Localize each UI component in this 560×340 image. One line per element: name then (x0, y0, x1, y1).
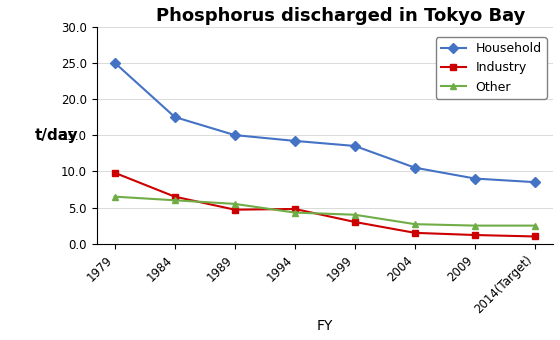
Industry (111, 171, 118, 175)
Other (291, 210, 298, 215)
Other (531, 224, 538, 228)
Y-axis label: t/day: t/day (35, 128, 78, 142)
Household (171, 115, 178, 119)
Household (412, 166, 418, 170)
Other (231, 202, 238, 206)
Industry (352, 220, 358, 224)
Household (291, 139, 298, 143)
Legend: Household, Industry, Other: Household, Industry, Other (436, 37, 547, 99)
Industry (472, 233, 478, 237)
Other (472, 224, 478, 228)
Line: Industry: Industry (111, 169, 539, 240)
X-axis label: FY: FY (316, 319, 333, 333)
Line: Household: Household (111, 59, 539, 186)
Industry (412, 231, 418, 235)
Industry (531, 235, 538, 239)
Other (412, 222, 418, 226)
Household (531, 180, 538, 184)
Household (472, 176, 478, 181)
Household (352, 144, 358, 148)
Industry (291, 207, 298, 211)
Other (171, 198, 178, 202)
Industry (231, 208, 238, 212)
Text: Phosphorus discharged in Tokyo Bay: Phosphorus discharged in Tokyo Bay (156, 7, 525, 25)
Other (111, 194, 118, 199)
Household (231, 133, 238, 137)
Line: Other: Other (111, 193, 539, 229)
Industry (171, 194, 178, 199)
Other (352, 213, 358, 217)
Household (111, 61, 118, 65)
